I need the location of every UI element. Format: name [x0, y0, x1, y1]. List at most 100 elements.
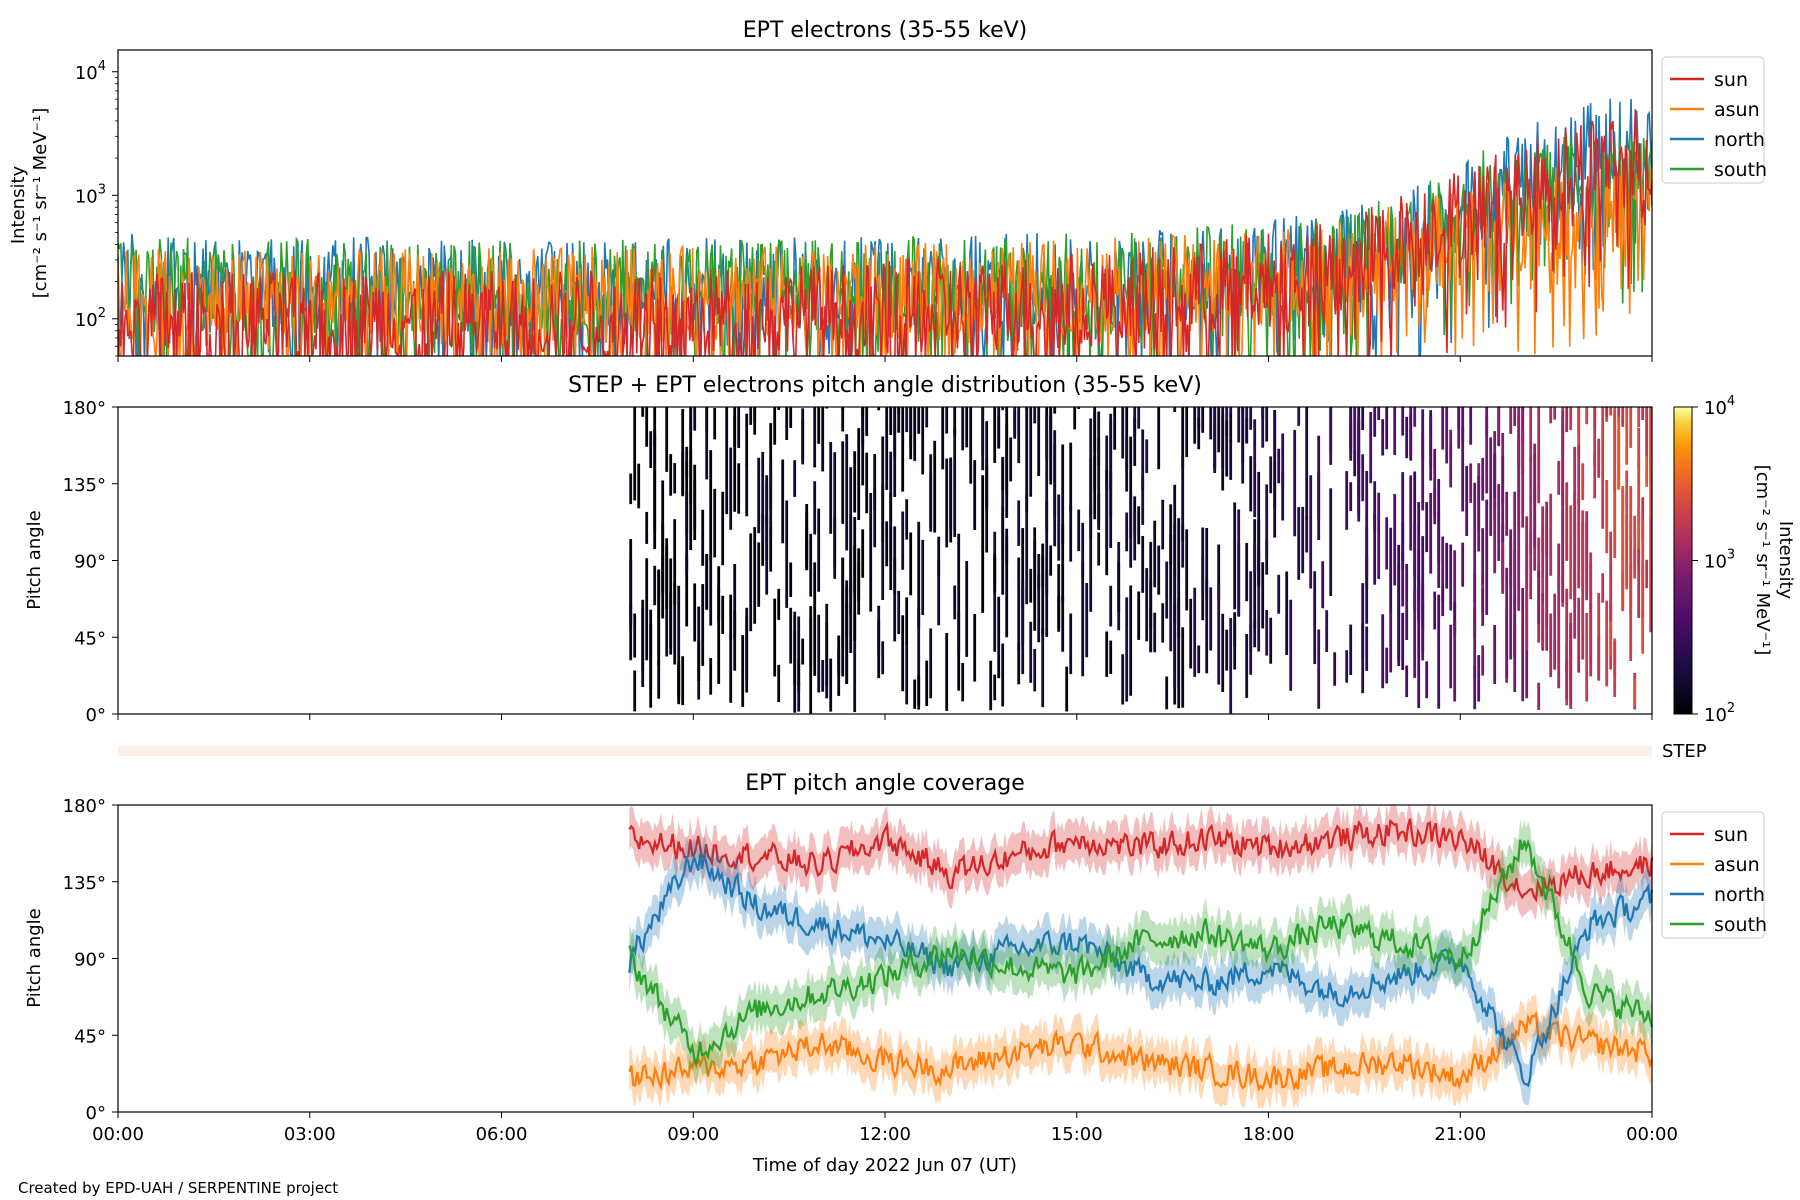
heat-cell — [1229, 407, 1233, 415]
heat-cell — [1385, 407, 1389, 450]
heat-cell — [685, 555, 689, 627]
panel2-y-ticks: 0° 45° 90° 135° 180° — [63, 398, 118, 726]
heat-cell — [1349, 624, 1353, 675]
heat-cell — [1585, 613, 1589, 702]
heat-cell — [753, 527, 757, 624]
heat-cell — [1505, 491, 1509, 536]
heat-cell — [929, 454, 933, 532]
heat-cell — [1033, 649, 1037, 692]
heat-cell — [1333, 652, 1337, 686]
heat-cell — [1605, 407, 1609, 417]
heat-cell — [857, 548, 861, 602]
heat-cell — [733, 416, 737, 512]
heat-cell — [1325, 610, 1329, 652]
heat-cell — [1277, 448, 1281, 484]
heat-cell — [1497, 407, 1501, 441]
heat-cell — [1229, 618, 1233, 714]
heat-cell — [1129, 492, 1133, 568]
heat-cell — [1097, 411, 1101, 526]
heat-cell — [1205, 578, 1209, 674]
heat-cell — [1057, 596, 1061, 629]
heat-cell — [1409, 475, 1413, 551]
heat-cell — [841, 407, 845, 432]
heat-cell — [1449, 624, 1453, 689]
heat-cell — [1081, 563, 1085, 677]
heat-cell — [1361, 454, 1365, 502]
step-strip — [118, 746, 1652, 756]
heat-cell — [1061, 524, 1065, 602]
heat-cell — [1237, 509, 1241, 616]
heat-cell — [1053, 407, 1057, 414]
heat-cell — [917, 675, 921, 706]
heat-cell — [709, 450, 713, 561]
heat-cell — [1309, 475, 1313, 589]
heat-cell — [1597, 635, 1601, 681]
heat-cell — [1029, 568, 1033, 603]
heat-cell — [1553, 407, 1557, 420]
heat-cell — [849, 546, 853, 593]
heat-cell — [1469, 463, 1473, 503]
heat-cell — [1413, 589, 1417, 678]
heat-cell — [1001, 407, 1005, 411]
heat-cell — [897, 590, 901, 635]
y-tick-label: 104 — [75, 59, 106, 84]
heat-cell — [1401, 612, 1405, 670]
heat-cell — [869, 493, 873, 612]
heat-cell — [1573, 523, 1577, 600]
colorbar-label-line2: [cm⁻² s⁻¹ sr⁻¹ MeV⁻¹] — [1752, 465, 1773, 656]
heat-cell — [817, 508, 821, 592]
heat-cell — [733, 407, 737, 447]
heat-cell — [873, 489, 877, 548]
heat-cell — [1305, 516, 1309, 553]
footer-credit: Created by EPD-UAH / SERPENTINE project — [18, 1179, 338, 1197]
heat-cell — [1473, 666, 1477, 710]
heat-cell — [1097, 532, 1101, 566]
heat-cell — [1529, 531, 1533, 600]
heat-cell — [1189, 598, 1193, 669]
heat-cell — [1401, 552, 1405, 607]
heat-cell — [1417, 589, 1421, 709]
heat-cell — [1033, 407, 1037, 424]
heat-cell — [1173, 484, 1177, 578]
heat-cell — [1117, 561, 1121, 612]
heat-cell — [1221, 613, 1225, 692]
heat-cell — [665, 538, 669, 609]
heat-cell — [745, 607, 749, 693]
heat-cell — [1233, 502, 1237, 610]
legend-box — [1661, 56, 1765, 184]
panel3-x-ticks: 00:00 03:00 06:00 09:00 12:00 15:00 18:00 21:00… — [92, 1112, 1678, 1145]
heat-cell — [641, 599, 645, 671]
heat-cell — [1593, 452, 1597, 499]
heat-cell — [1529, 407, 1533, 462]
heat-cell — [965, 561, 969, 657]
heat-cell — [1601, 480, 1605, 529]
heat-cell — [1125, 512, 1129, 552]
heat-cell — [1249, 571, 1253, 675]
heat-cell — [689, 407, 693, 410]
heat-cell — [1001, 507, 1005, 595]
heat-cell — [961, 662, 965, 702]
heat-cell — [829, 442, 833, 534]
heat-cell — [1173, 407, 1177, 413]
heat-cell — [1461, 407, 1465, 442]
heat-cell — [841, 557, 845, 677]
heat-cell — [1269, 456, 1273, 494]
heat-cell — [1061, 594, 1065, 652]
heat-cell — [1005, 407, 1009, 518]
heat-cell — [1405, 416, 1409, 459]
heat-cell — [889, 407, 893, 435]
heat-cell — [1613, 411, 1617, 486]
heat-cell — [1605, 480, 1609, 554]
heat-cell — [1145, 568, 1149, 642]
legend-label-north: north — [1714, 129, 1765, 151]
heat-cell — [1313, 571, 1317, 665]
heat-cell — [1485, 407, 1489, 437]
heat-cell — [657, 571, 661, 666]
heat-cell — [1401, 472, 1405, 562]
heat-cell — [681, 656, 685, 706]
heat-cell — [1045, 414, 1049, 531]
heat-cell — [1557, 575, 1561, 689]
heat-cell — [1449, 444, 1453, 488]
heat-cell — [1345, 471, 1349, 530]
heat-cell — [773, 407, 777, 445]
